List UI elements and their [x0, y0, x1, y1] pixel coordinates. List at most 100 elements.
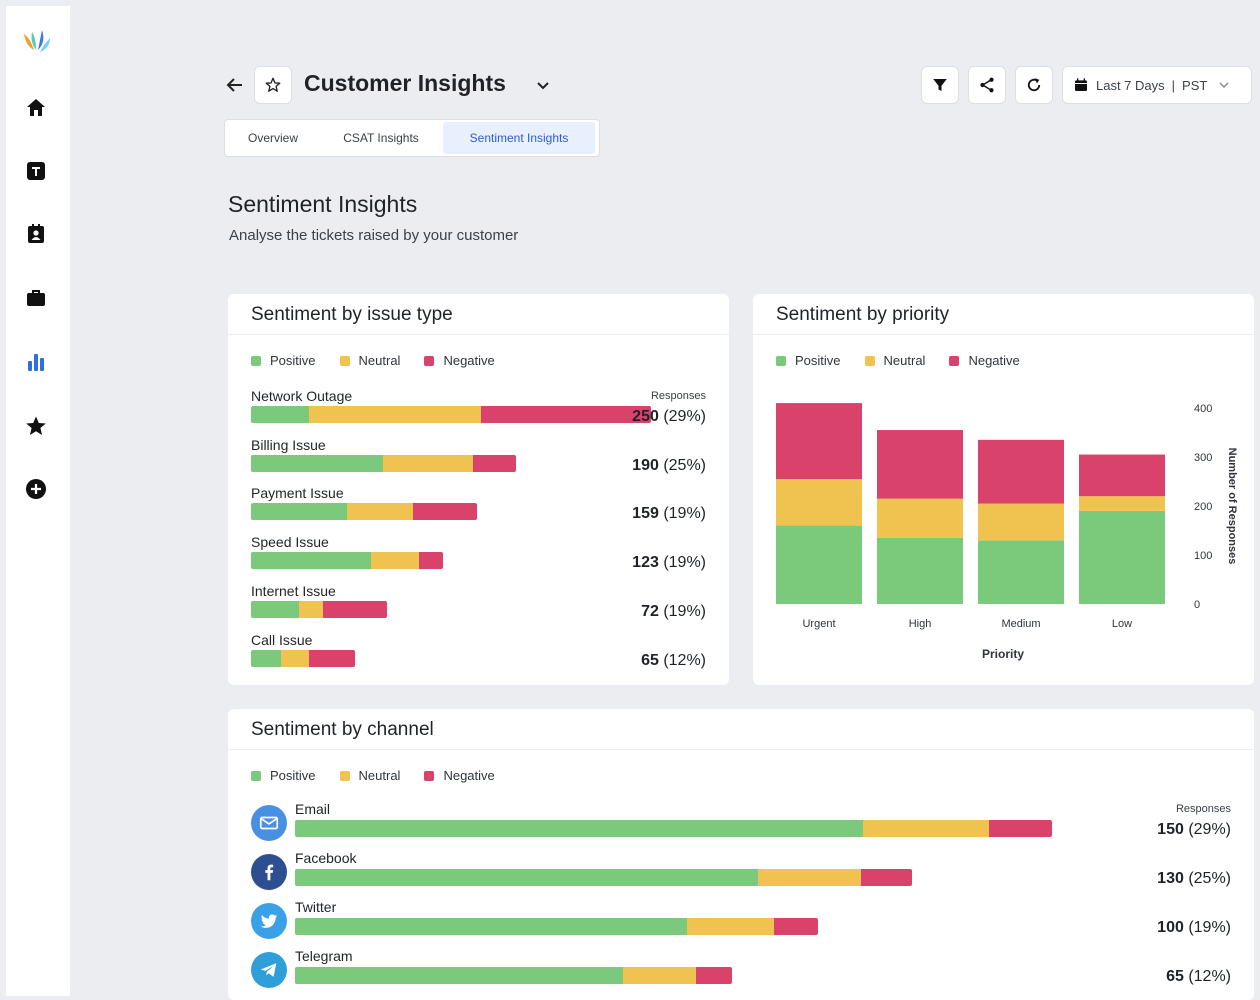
positive-segment[interactable] [251, 600, 299, 618]
card-title: Sentiment by priority [776, 304, 950, 325]
card-title: Sentiment by issue type [251, 304, 453, 325]
telegram-icon [251, 952, 287, 988]
positive-segment[interactable] [295, 820, 863, 837]
sentiment-bar[interactable] [251, 552, 443, 570]
bar-negative-medium[interactable] [978, 439, 1064, 504]
issue-label: Internet Issue [251, 582, 336, 599]
positive-segment[interactable] [251, 503, 347, 521]
add-circle-icon[interactable] [24, 477, 48, 501]
favorite-button[interactable] [254, 66, 292, 104]
sentiment-bar[interactable] [295, 820, 1052, 837]
date-range-picker[interactable]: Last 7 Days | PST [1062, 66, 1252, 104]
legend-label: Negative [443, 353, 495, 368]
bar-neutral-medium[interactable] [978, 503, 1064, 541]
neutral-segment[interactable] [347, 503, 413, 521]
negative-segment[interactable] [309, 649, 355, 667]
home-icon[interactable] [24, 96, 48, 120]
negative-swatch [949, 355, 960, 366]
positive-segment[interactable] [295, 918, 687, 935]
neutral-segment[interactable] [281, 649, 309, 667]
negative-segment[interactable] [696, 967, 732, 984]
neutral-segment[interactable] [863, 820, 989, 837]
legend-label: Negative [968, 353, 1020, 368]
x-tick-label: Medium [1001, 618, 1040, 630]
channel-label: Telegram [295, 948, 353, 964]
tickets-icon[interactable] [24, 159, 48, 183]
analytics-icon[interactable] [24, 350, 48, 374]
priority-card: Sentiment by priority Positive Neutral N… [753, 294, 1254, 685]
refresh-button[interactable] [1015, 66, 1053, 104]
positive-segment[interactable] [295, 967, 623, 984]
tab-overview[interactable]: Overview [247, 131, 298, 145]
bar-neutral-urgent[interactable] [776, 479, 862, 526]
issue-row: Internet Issue 72 (19%) [251, 583, 706, 631]
twitter-icon [251, 903, 287, 939]
y-tick-label: 400 [1194, 403, 1212, 415]
channel-count: 100 (19%) [1157, 919, 1231, 936]
positive-segment[interactable] [251, 552, 371, 570]
positive-segment[interactable] [251, 406, 309, 423]
tab-csat-insights[interactable]: CSAT Insights [343, 131, 419, 145]
legend-positive: Positive [251, 353, 316, 368]
card-title: Sentiment by channel [251, 719, 434, 740]
tab-sentiment-insights[interactable]: Sentiment Insights [443, 122, 595, 154]
sentiment-bar[interactable] [295, 967, 732, 984]
sentiment-bar[interactable] [295, 918, 818, 935]
neutral-segment[interactable] [623, 967, 696, 984]
positive-segment[interactable] [251, 649, 281, 667]
negative-segment[interactable] [861, 869, 912, 886]
neutral-segment[interactable] [687, 918, 774, 935]
bar-negative-low[interactable] [1079, 454, 1165, 497]
share-icon [980, 77, 994, 93]
bar-positive-high[interactable] [877, 537, 963, 604]
negative-segment[interactable] [989, 820, 1052, 837]
neutral-segment[interactable] [371, 552, 419, 570]
sentiment-bar[interactable] [251, 503, 477, 521]
legend-neutral: Neutral [864, 353, 925, 368]
bar-neutral-high[interactable] [877, 498, 963, 538]
bar-positive-medium[interactable] [978, 540, 1064, 604]
app-logo[interactable] [20, 28, 54, 56]
bar-neutral-low[interactable] [1079, 496, 1165, 511]
negative-swatch [424, 355, 435, 366]
neutral-segment[interactable] [309, 406, 481, 423]
sentiment-bar[interactable] [251, 649, 355, 667]
contacts-icon[interactable] [24, 222, 48, 246]
legend: Positive Neutral Negative [251, 353, 495, 368]
y-tick-label: 300 [1194, 452, 1212, 464]
bar-negative-high[interactable] [877, 430, 963, 499]
negative-segment[interactable] [774, 918, 818, 935]
bar-negative-urgent[interactable] [776, 403, 862, 480]
share-button[interactable] [968, 66, 1006, 104]
negative-segment[interactable] [419, 552, 443, 570]
negative-swatch [424, 770, 435, 781]
favorites-icon[interactable] [24, 414, 48, 438]
sentiment-bar[interactable] [251, 406, 651, 423]
neutral-segment[interactable] [383, 454, 473, 472]
negative-segment[interactable] [481, 406, 651, 423]
channel-label: Twitter [295, 899, 337, 915]
channel-count: 150 (29%) [1157, 821, 1231, 838]
sentiment-bar[interactable] [295, 869, 912, 886]
issue-count: 190 (25%) [632, 456, 706, 474]
email-icon [251, 805, 287, 841]
bar-positive-low[interactable] [1079, 510, 1165, 604]
bar-positive-urgent[interactable] [776, 525, 862, 604]
issue-label: Speed Issue [251, 534, 329, 551]
y-tick-label: 100 [1194, 550, 1212, 562]
y-tick-label: 200 [1194, 501, 1212, 513]
neutral-segment[interactable] [299, 600, 323, 618]
negative-segment[interactable] [473, 454, 516, 472]
negative-segment[interactable] [323, 600, 387, 618]
sentiment-bar[interactable] [251, 600, 387, 618]
issue-count: 123 (19%) [632, 554, 706, 572]
filter-button[interactable] [921, 66, 959, 104]
positive-segment[interactable] [295, 869, 758, 886]
sentiment-bar[interactable] [251, 454, 516, 472]
neutral-segment[interactable] [758, 869, 861, 886]
chevron-down-icon[interactable] [532, 74, 554, 96]
positive-segment[interactable] [251, 454, 383, 472]
negative-segment[interactable] [413, 503, 477, 521]
back-arrow-icon[interactable] [224, 74, 246, 96]
briefcase-icon[interactable] [24, 286, 48, 310]
